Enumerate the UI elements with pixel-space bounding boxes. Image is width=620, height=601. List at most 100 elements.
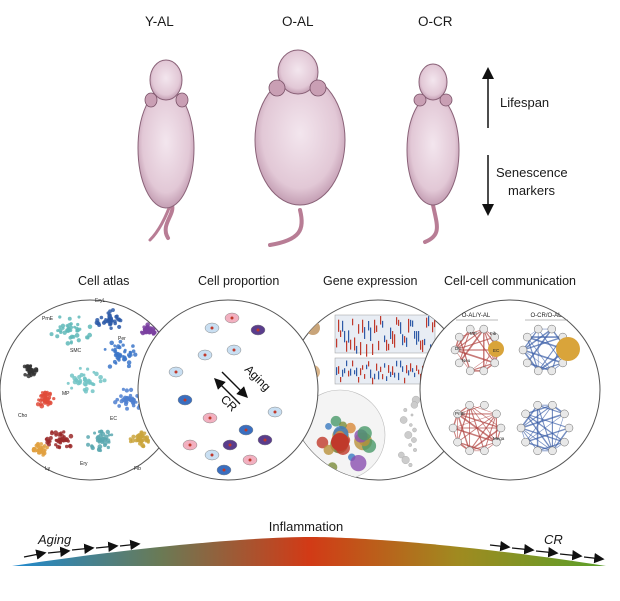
- gene-bubble: [316, 436, 329, 449]
- mouse-label-old-cr: O-CR: [418, 14, 453, 29]
- network-edge: [469, 404, 502, 429]
- atlas-dot: [55, 334, 60, 339]
- atlas-dot: [138, 441, 143, 446]
- atlas-dot: [106, 445, 110, 450]
- network-edge: [520, 404, 553, 429]
- atlas-dot: [77, 315, 81, 319]
- atlas-dot: [86, 442, 91, 447]
- network-edge: [457, 413, 497, 443]
- network-edge: [454, 336, 495, 351]
- network-edge: [457, 404, 471, 443]
- atlas-dot: [44, 437, 48, 441]
- network-edge: [457, 441, 485, 452]
- atlas-dot: [115, 314, 119, 319]
- heatmap-cell: [374, 319, 376, 334]
- atlas-dot: [52, 396, 56, 401]
- atlas-dot: [39, 394, 43, 398]
- scatter-point: [410, 401, 418, 409]
- network-edge: [457, 404, 485, 415]
- network-node-label: DC: [455, 346, 462, 351]
- small-arrow: [559, 550, 583, 561]
- heatmap-cell: [370, 369, 372, 379]
- network-node: [522, 358, 532, 368]
- atlas-dot: [53, 430, 58, 436]
- atlas-dot: [48, 436, 53, 440]
- panel-title-cell-proportion: Cell proportion: [198, 274, 280, 288]
- atlas-dot: [108, 309, 112, 314]
- network-node: [480, 400, 489, 410]
- heatmap-cell: [336, 338, 338, 348]
- heatmap-cell: [408, 318, 410, 333]
- network-node: [533, 324, 543, 334]
- atlas-dot: [62, 430, 66, 434]
- network-edge: [452, 427, 497, 443]
- network-edge: [456, 413, 471, 452]
- atlas-cluster-label: EryL: [95, 298, 106, 304]
- atlas-dot: [86, 367, 90, 371]
- atlas-dot: [117, 404, 121, 408]
- heatmap-cell: [424, 338, 426, 346]
- atlas-dot: [130, 438, 136, 443]
- atlas-dot: [128, 350, 132, 354]
- network-node: [516, 423, 526, 433]
- heatmap-cell: [350, 339, 352, 350]
- network-edge: [457, 413, 502, 429]
- atlas-dot: [99, 436, 105, 442]
- atlas-dot: [117, 345, 122, 350]
- network-node: [521, 409, 530, 419]
- atlas-dot: [126, 364, 131, 369]
- atlas-dot: [96, 447, 102, 452]
- scatter-point: [398, 451, 405, 459]
- atlas-dot: [133, 352, 138, 357]
- gene-bubble: [325, 422, 332, 430]
- heatmap-cell: [360, 368, 362, 376]
- gene-bubble: [357, 426, 372, 441]
- small-arrow: [583, 552, 605, 564]
- network-node-label: Fib: [490, 331, 497, 336]
- heatmap-cell: [398, 372, 400, 381]
- cell-proportion-panel: Aging CR: [137, 299, 319, 481]
- network-edge: [537, 404, 565, 415]
- aging-arrow: [221, 371, 248, 398]
- network-edge: [526, 336, 553, 372]
- atlas-dot: [105, 437, 108, 441]
- network-edge: [452, 413, 497, 429]
- atlas-dot: [107, 364, 113, 369]
- panel-title-cell-atlas: Cell atlas: [78, 274, 130, 288]
- atlas-cluster-label: MP: [62, 391, 70, 397]
- network-node: [453, 409, 462, 419]
- atlas-dot: [147, 330, 152, 335]
- atlas-dot: [126, 360, 132, 365]
- atlas-cluster-label: EC: [110, 416, 117, 422]
- heatmap-cell: [370, 327, 372, 342]
- network-node: [454, 332, 464, 342]
- atlas-dot: [40, 391, 44, 394]
- heatmap-cell: [356, 345, 358, 354]
- atlas-dot: [57, 446, 62, 450]
- atlas-dot: [84, 386, 89, 391]
- atlas-dot: [83, 378, 87, 382]
- heatmap-cell: [422, 339, 424, 353]
- atlas-dot: [55, 439, 59, 443]
- atlas-dot: [113, 319, 117, 324]
- network-node: [518, 345, 528, 355]
- heatmap-cell: [420, 340, 422, 350]
- atlas-dot: [139, 330, 144, 334]
- atlas-dot: [60, 323, 66, 328]
- network-node: [490, 332, 500, 342]
- network-node: [560, 409, 569, 419]
- heatmap-cell: [344, 330, 346, 343]
- atlas-cluster-label: Ly: [45, 466, 51, 472]
- atlas-dot: [27, 365, 31, 370]
- atlas-dot: [102, 378, 107, 383]
- heatmap-cell: [354, 370, 356, 375]
- scatter-point: [413, 448, 417, 452]
- atlas-dot: [123, 398, 128, 404]
- atlas-dot: [38, 402, 43, 407]
- atlas-dot: [69, 334, 74, 339]
- heatmap-cell: [396, 360, 398, 367]
- small-arrow: [47, 546, 71, 557]
- scatter-point: [409, 423, 413, 427]
- network-edge: [454, 349, 496, 364]
- atlas-dot: [98, 374, 103, 380]
